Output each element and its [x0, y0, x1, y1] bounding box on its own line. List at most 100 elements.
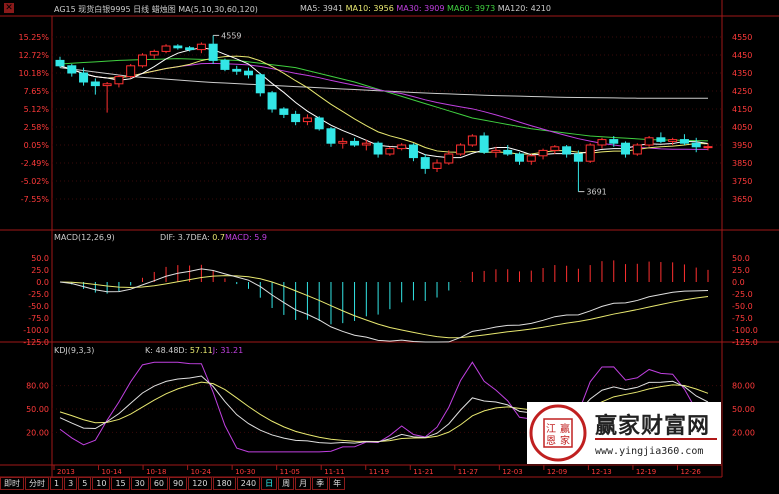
- close-icon[interactable]: ✕: [4, 3, 14, 13]
- candle-body: [232, 68, 242, 72]
- price-tick-label: 4250: [732, 87, 752, 96]
- tab-9[interactable]: 90: [169, 477, 188, 490]
- dea-line: [59, 275, 709, 339]
- candle-body: [703, 146, 713, 149]
- tab-1[interactable]: 分时: [25, 477, 49, 490]
- ma5-label: MA5:: [300, 4, 321, 13]
- percent-tick-label: 15.25%: [18, 33, 49, 42]
- k-line: [59, 375, 709, 444]
- candle-body: [279, 108, 289, 115]
- percent-tick-label: 12.72%: [18, 51, 49, 60]
- d-label: D:: [178, 346, 188, 355]
- macd-tick-label: -75.0: [28, 314, 49, 323]
- ma30-line: [59, 62, 709, 150]
- ma10-label: MA10:: [345, 4, 371, 13]
- logo-name: 赢家财富网: [595, 414, 711, 439]
- candle-body: [573, 153, 583, 162]
- candle-body: [255, 74, 265, 94]
- price-tick-label: 4450: [732, 51, 752, 60]
- watermark-logo: 江 赢 恩 家 赢家财富网 www.yingjia360.com: [527, 402, 721, 464]
- k-label: K:: [145, 346, 153, 355]
- tab-15[interactable]: 月: [295, 477, 312, 490]
- macd-legend: DIF: 3.7DEA: 0.7MACD: 5.9: [160, 233, 267, 242]
- dif-label: DIF:: [160, 233, 176, 242]
- dif-line: [59, 268, 709, 343]
- tab-3[interactable]: 3: [64, 477, 78, 490]
- macd-tick-label: -25.0: [28, 290, 49, 299]
- logo-divider: [595, 438, 717, 440]
- tab-11[interactable]: 180: [212, 477, 236, 490]
- percent-tick-label: -5.02%: [21, 177, 50, 186]
- macd-tick-label: -75.0: [732, 314, 753, 323]
- ma10-value: 3956: [373, 4, 394, 13]
- tab-6[interactable]: 15: [111, 477, 130, 490]
- candle-body: [149, 50, 159, 56]
- candle-body: [562, 146, 572, 155]
- svg-text:恩: 恩: [546, 435, 556, 447]
- candle-body: [373, 142, 383, 155]
- x-tick-label: 12-03: [502, 468, 522, 476]
- candle-body: [173, 45, 183, 49]
- candle-body: [185, 47, 195, 51]
- price-tick-label: 3950: [732, 141, 752, 150]
- ma30-value: 3909: [424, 4, 445, 13]
- tab-8[interactable]: 60: [149, 477, 169, 490]
- tab-5[interactable]: 10: [92, 477, 111, 490]
- candle-body: [79, 72, 89, 83]
- candle-body: [338, 140, 348, 144]
- tab-16[interactable]: 季: [312, 477, 329, 490]
- svg-text:赢: 赢: [560, 422, 570, 435]
- price-tick-label: 3750: [732, 177, 752, 186]
- candle-body: [456, 144, 466, 155]
- price-tick-label: 4150: [732, 105, 752, 114]
- candle-body: [668, 139, 678, 142]
- candle-body: [503, 149, 513, 155]
- candle-body: [397, 144, 407, 150]
- ma120-value: 4210: [530, 4, 551, 13]
- percent-tick-label: 0.05%: [24, 141, 50, 150]
- x-tick-label: 11-21: [413, 468, 433, 476]
- x-tick-label: 10-24: [191, 468, 212, 476]
- price-tick-label: 4350: [732, 69, 752, 78]
- candle-body: [267, 92, 277, 110]
- macd-label: MACD:: [225, 233, 252, 242]
- candle-body: [114, 76, 124, 85]
- macd-tick-label: 25.0: [31, 266, 49, 275]
- kdj-tick-label: 20.00: [26, 428, 49, 437]
- price-tick-label: 3850: [732, 159, 752, 168]
- percent-tick-label: 10.18%: [18, 69, 49, 78]
- tab-13[interactable]: 日: [261, 477, 278, 490]
- candle-body: [467, 135, 477, 146]
- candle-body: [491, 149, 501, 153]
- tab-2[interactable]: 1: [50, 477, 64, 490]
- candle-body: [137, 54, 147, 67]
- x-tick-label: 11-27: [458, 468, 478, 476]
- tab-4[interactable]: 5: [78, 477, 92, 490]
- price-tick-label: 3650: [732, 195, 752, 204]
- candle-body: [361, 142, 371, 146]
- tab-14[interactable]: 周: [278, 477, 295, 490]
- candle-body: [597, 139, 607, 146]
- price-tick-label: 4550: [732, 33, 752, 42]
- candle-body: [444, 153, 454, 164]
- candle-body: [126, 65, 136, 78]
- macd-tick-label: 25.0: [732, 266, 750, 275]
- candle-body: [691, 142, 701, 148]
- candle-body: [679, 139, 689, 144]
- candle-body: [550, 146, 560, 151]
- x-tick-label: 11-19: [369, 468, 389, 476]
- svg-text:家: 家: [560, 434, 570, 447]
- ma60-line: [59, 58, 709, 142]
- ma30-label: MA30:: [396, 4, 422, 13]
- dif-value: 3.7: [177, 233, 191, 242]
- tab-0[interactable]: 即时: [0, 477, 24, 490]
- tab-10[interactable]: 120: [188, 477, 212, 490]
- tab-17[interactable]: 年: [329, 477, 346, 490]
- percent-tick-label: -7.55%: [21, 195, 50, 204]
- k-value: 48.48: [155, 346, 179, 355]
- x-tick-label: 10-30: [235, 468, 255, 476]
- tab-12[interactable]: 240: [236, 477, 261, 490]
- tab-7[interactable]: 30: [130, 477, 149, 490]
- j-line: [59, 361, 709, 453]
